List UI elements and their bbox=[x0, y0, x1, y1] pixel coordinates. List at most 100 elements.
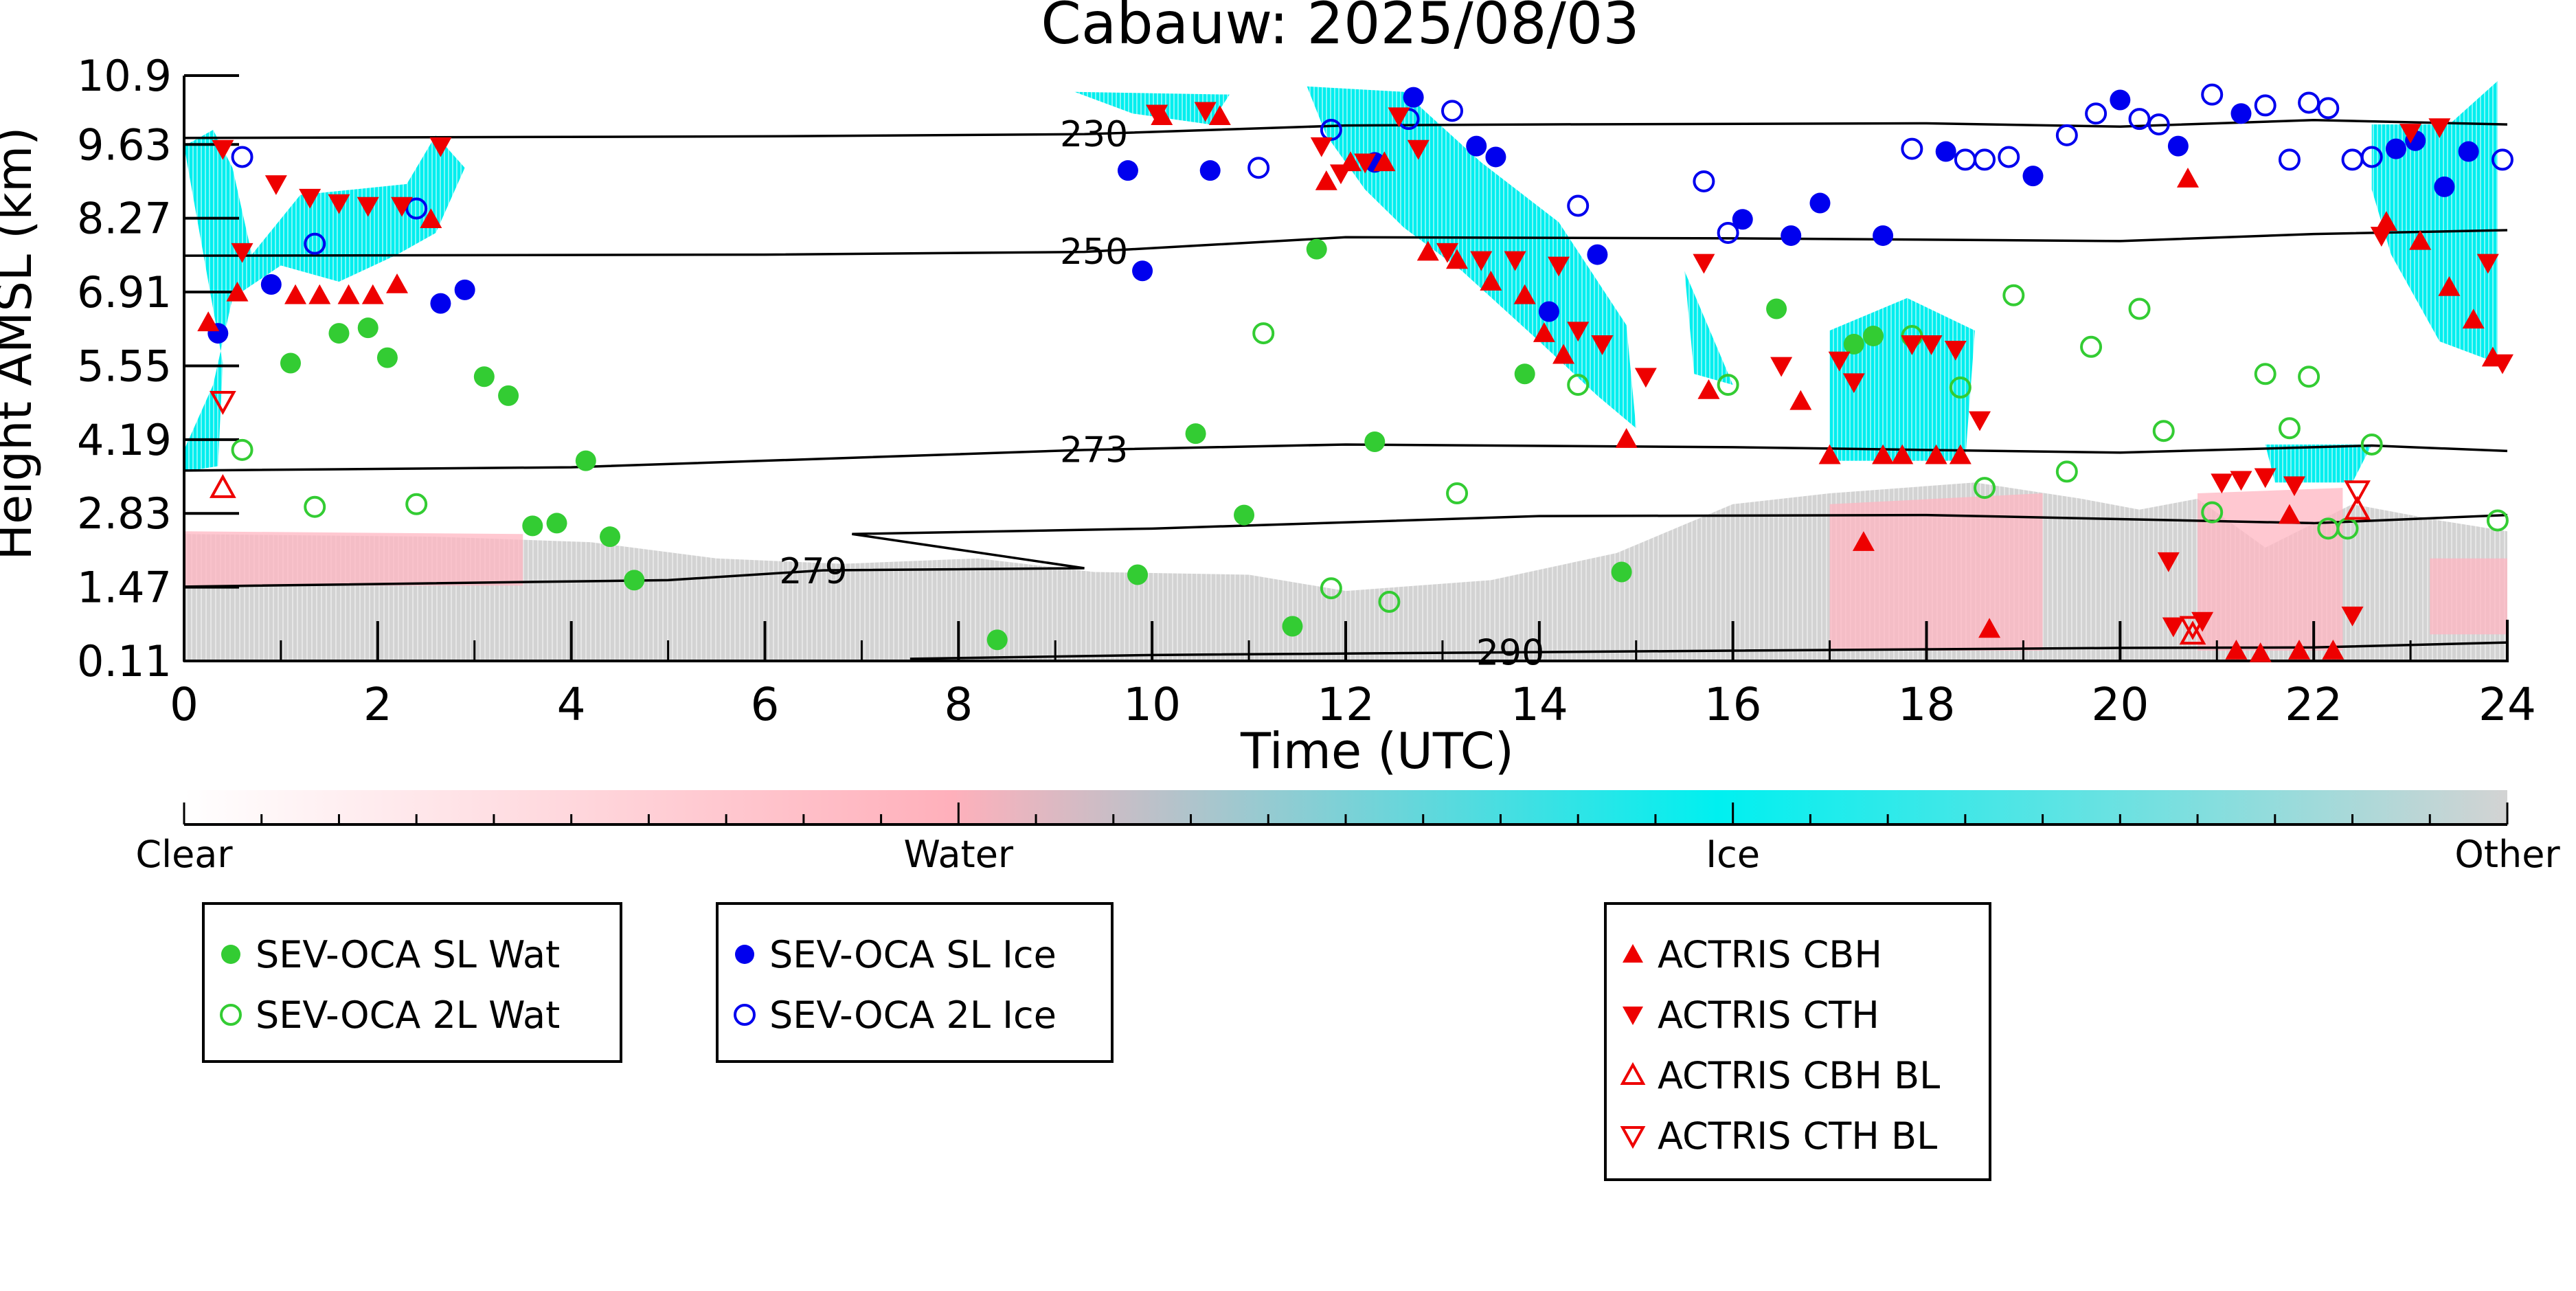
data-point bbox=[2002, 284, 2025, 306]
data-point bbox=[1717, 374, 1739, 396]
data-point bbox=[357, 197, 379, 217]
data-point bbox=[1591, 335, 1614, 355]
data-point bbox=[546, 513, 567, 534]
isotherm-279-label: 279 bbox=[779, 551, 847, 592]
data-point bbox=[575, 450, 596, 471]
data-point bbox=[2428, 118, 2451, 139]
data-point bbox=[2322, 639, 2345, 660]
y-tick-label: 5.55 bbox=[77, 341, 172, 391]
y-tick-label: 0.11 bbox=[77, 636, 172, 686]
y-tick-label: 2.83 bbox=[77, 489, 172, 539]
data-point bbox=[2249, 642, 2272, 662]
data-point bbox=[1828, 351, 1851, 372]
legend-marker bbox=[1620, 1062, 1646, 1085]
series-sev-oca-sl-ice bbox=[207, 87, 2479, 344]
data-point bbox=[2344, 495, 2371, 520]
colorbar-label: Ice bbox=[1706, 833, 1760, 876]
data-point bbox=[2278, 148, 2301, 171]
data-point bbox=[1732, 209, 1753, 230]
data-point bbox=[231, 243, 253, 263]
data-point bbox=[2283, 476, 2305, 497]
x-tick-label: 4 bbox=[557, 678, 586, 731]
x-tick-label: 12 bbox=[1317, 678, 1375, 731]
chart-title: Cabauw: 2025/08/03 bbox=[1041, 0, 1639, 57]
data-point bbox=[2341, 606, 2364, 627]
x-tick-label: 16 bbox=[1704, 678, 1762, 731]
data-point bbox=[1538, 301, 1559, 322]
y-tick-label: 1.47 bbox=[77, 563, 172, 613]
data-point bbox=[197, 311, 220, 332]
isotherm-273-label: 273 bbox=[1060, 430, 1128, 471]
data-point bbox=[600, 526, 621, 548]
data-point bbox=[1842, 373, 1865, 394]
data-point bbox=[1818, 444, 1841, 464]
data-point bbox=[1611, 561, 1632, 583]
isotherm-290-label: 290 bbox=[1476, 632, 1544, 673]
y-tick-label: 9.63 bbox=[77, 120, 172, 170]
legend-label: ACTRIS CTH bbox=[1658, 993, 1879, 1037]
isotherm-279-line bbox=[183, 513, 2508, 588]
data-point bbox=[304, 232, 326, 255]
data-point bbox=[1770, 357, 1793, 377]
data-point bbox=[429, 137, 452, 157]
data-point bbox=[1978, 618, 2001, 638]
data-point bbox=[1872, 444, 1895, 464]
data-point bbox=[405, 197, 428, 220]
data-point bbox=[2458, 141, 2479, 162]
data-point bbox=[430, 293, 451, 314]
legend-label: SEV-OCA 2L Ice bbox=[769, 993, 1057, 1037]
data-point bbox=[2085, 102, 2108, 125]
background-ice-streak-1 bbox=[1684, 271, 1733, 385]
data-point bbox=[1407, 139, 1430, 160]
legend-marker bbox=[734, 1004, 756, 1026]
data-point bbox=[1974, 477, 1996, 499]
data-point bbox=[2491, 148, 2513, 171]
x-tick-label: 10 bbox=[1123, 678, 1181, 731]
data-point bbox=[1634, 368, 1657, 388]
series-sev-oca-2l-ice bbox=[231, 83, 2513, 255]
background-ice-descending bbox=[1307, 86, 1636, 429]
data-markers bbox=[197, 83, 2513, 662]
data-point bbox=[1199, 160, 1221, 181]
data-point bbox=[1480, 271, 1502, 291]
series-actris-cth bbox=[212, 102, 2513, 638]
data-point bbox=[2370, 227, 2393, 247]
legend-label: ACTRIS CBH BL bbox=[1658, 1054, 1940, 1097]
data-point bbox=[1974, 148, 1996, 171]
y-axis-label: Height AMSL (km) bbox=[0, 127, 43, 561]
data-point bbox=[1436, 243, 1458, 263]
legend-marker bbox=[1623, 944, 1643, 963]
data-point bbox=[1567, 322, 1590, 342]
data-point bbox=[498, 385, 519, 406]
data-point bbox=[231, 146, 253, 168]
colorbar: Clear Water Ice Other bbox=[135, 790, 2560, 876]
data-point bbox=[1514, 363, 1535, 385]
data-point bbox=[1373, 151, 1396, 172]
data-point bbox=[1615, 428, 1638, 448]
data-point bbox=[2278, 504, 2301, 524]
colorbar-label: Water bbox=[904, 833, 1014, 876]
data-point bbox=[1789, 390, 1812, 410]
data-point bbox=[1944, 340, 1967, 361]
x-tick-label: 18 bbox=[1898, 678, 1956, 731]
data-point bbox=[1441, 100, 1464, 122]
background-water-low-left bbox=[184, 531, 523, 586]
data-point bbox=[1208, 105, 1231, 126]
colorbar-label: Clear bbox=[135, 833, 233, 876]
data-point bbox=[1485, 146, 1506, 168]
data-point bbox=[2179, 616, 2206, 640]
legend-label: SEV-OCA SL Ice bbox=[769, 933, 1057, 976]
data-point bbox=[1127, 564, 1149, 585]
legends: SEV-OCA SL Wat SEV-OCA 2L Wat SEV-OCA SL I… bbox=[202, 902, 1991, 1181]
legend-label: SEV-OCA SL Wat bbox=[256, 933, 560, 976]
series-actris-cth-bl bbox=[209, 390, 2371, 640]
legend-marker bbox=[1623, 1007, 1643, 1025]
x-tick-label: 24 bbox=[2478, 678, 2536, 731]
data-point bbox=[986, 629, 1008, 651]
data-point bbox=[1354, 153, 1377, 174]
legend-marker bbox=[221, 945, 240, 964]
data-point bbox=[212, 139, 234, 160]
data-point bbox=[1470, 251, 1493, 271]
y-tick-label: 6.91 bbox=[77, 267, 172, 317]
